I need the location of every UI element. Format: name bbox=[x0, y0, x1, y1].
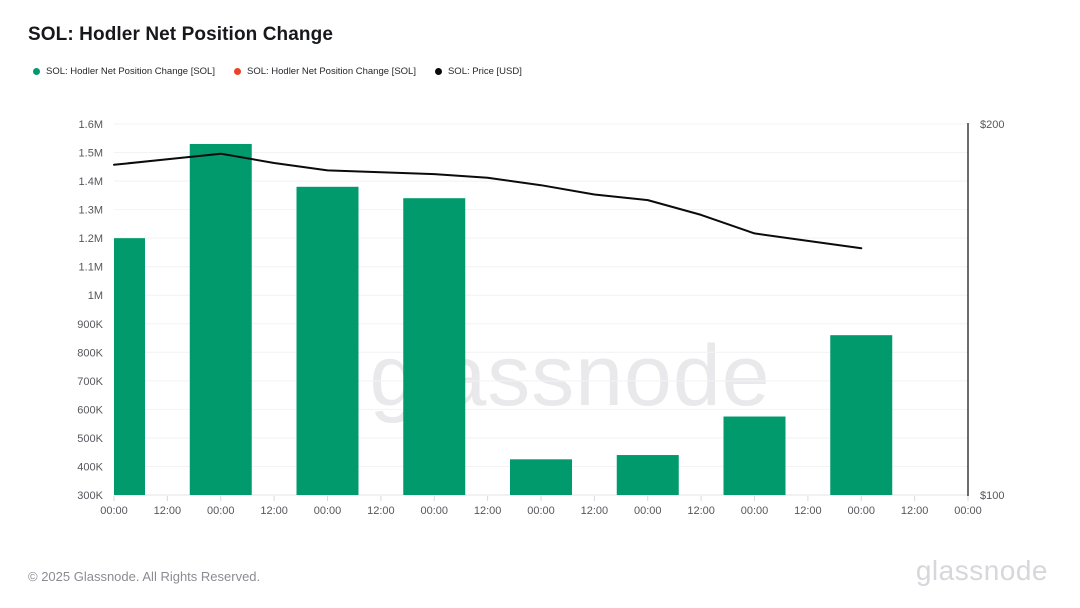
legend-dot-icon bbox=[33, 68, 40, 75]
y-axis-tick-label: 400K bbox=[77, 461, 103, 473]
x-axis-tick-label: 00:00 bbox=[100, 505, 128, 517]
legend-item-label: SOL: Price [USD] bbox=[447, 66, 522, 77]
legend: SOL: Hodler Net Position Change [SOL] SOL… bbox=[33, 66, 522, 77]
x-axis-tick-label: 00:00 bbox=[847, 505, 875, 517]
x-axis-tick-label: 12:00 bbox=[687, 505, 715, 517]
x-axis-tick-label: 12:00 bbox=[794, 505, 822, 517]
y-axis-tick-label: 900K bbox=[77, 319, 103, 331]
x-axis-tick-label: 12:00 bbox=[474, 505, 502, 517]
bar bbox=[723, 416, 786, 495]
price-line bbox=[113, 152, 863, 250]
chart-svg: 1.6M 1.5M 1.4M 1.3M 1.2M 1.1M 1M 900K 800K 700K 60… bbox=[77, 119, 1004, 517]
y-axis-tick-label: 1.5M bbox=[79, 148, 103, 160]
x-axis-tick-label: 00:00 bbox=[420, 505, 448, 517]
y-axis-right-tick-label: $100 bbox=[980, 490, 1004, 502]
x-axis-tick-label: 00:00 bbox=[741, 505, 769, 517]
y-axis-tick-label: 500K bbox=[77, 433, 103, 445]
y-axis-tick-label: 1.6M bbox=[79, 119, 103, 131]
y-axis-tick-label: 1.4M bbox=[79, 176, 103, 188]
legend-item-label: SOL: Hodler Net Position Change [SOL] bbox=[46, 66, 215, 77]
x-axis-tick-label: 00:00 bbox=[954, 505, 982, 517]
y-axis-tick-label: 1.2M bbox=[79, 233, 103, 245]
x-axis-tick-label: 12:00 bbox=[581, 505, 609, 517]
y-axis-left-labels: 1.6M 1.5M 1.4M 1.3M 1.2M 1.1M 1M 900K 800K 700K 60… bbox=[77, 119, 103, 502]
x-axis-tick-label: 00:00 bbox=[527, 505, 555, 517]
y-axis-tick-label: 300K bbox=[77, 490, 103, 502]
y-axis-right-tick-label: $200 bbox=[980, 119, 1004, 131]
x-axis-tick-label: 12:00 bbox=[901, 505, 929, 517]
bar bbox=[403, 198, 466, 495]
x-axis-tick-label: 12:00 bbox=[260, 505, 288, 517]
bar bbox=[830, 335, 893, 495]
legend-item-1[interactable]: SOL: Hodler Net Position Change [SOL] bbox=[233, 66, 416, 77]
bar bbox=[616, 455, 679, 495]
copyright-text: © 2025 Glassnode. All Rights Reserved. bbox=[28, 569, 261, 584]
x-axis-tick-label: 12:00 bbox=[154, 505, 182, 517]
bar bbox=[189, 143, 252, 495]
y-axis-tick-label: 800K bbox=[77, 347, 103, 359]
bar bbox=[114, 238, 145, 495]
glassnode-logo: glassnode bbox=[915, 555, 1048, 586]
legend-item-label: SOL: Hodler Net Position Change [SOL] bbox=[246, 66, 416, 77]
x-axis-labels: 00:00 12:00 00:00 12:00 00:00 12:00 00:00 12:00… bbox=[100, 496, 982, 517]
bars-series-0 bbox=[114, 143, 893, 495]
legend-item-2[interactable]: SOL: Price [USD] bbox=[434, 66, 522, 77]
x-axis-tick-label: 00:00 bbox=[207, 505, 235, 517]
y-axis-tick-label: 600K bbox=[77, 404, 103, 416]
bar bbox=[510, 459, 572, 495]
y-axis-tick-label: 700K bbox=[77, 376, 103, 388]
y-axis-tick-label: 1M bbox=[88, 290, 103, 302]
y-axis-tick-label: 1.1M bbox=[79, 262, 103, 274]
bar bbox=[296, 186, 359, 495]
legend-dot-icon bbox=[233, 68, 241, 75]
legend-item-0[interactable]: SOL: Hodler Net Position Change [SOL] bbox=[33, 66, 215, 77]
page-title: SOL: Hodler Net Position Change bbox=[28, 24, 334, 45]
chart-area: glassnode 1.6M 1.5M 1.4M 1.3M 1.2M 1.1M 1M 900K… bbox=[0, 95, 1080, 535]
x-axis-tick-label: 00:00 bbox=[634, 505, 662, 517]
y-axis-right: $200 $100 bbox=[967, 119, 1004, 502]
x-axis-tick-label: 12:00 bbox=[367, 505, 395, 517]
legend-dot-icon bbox=[434, 68, 442, 75]
x-axis-tick-label: 00:00 bbox=[314, 505, 342, 517]
y-axis-tick-label: 1.3M bbox=[79, 205, 103, 217]
